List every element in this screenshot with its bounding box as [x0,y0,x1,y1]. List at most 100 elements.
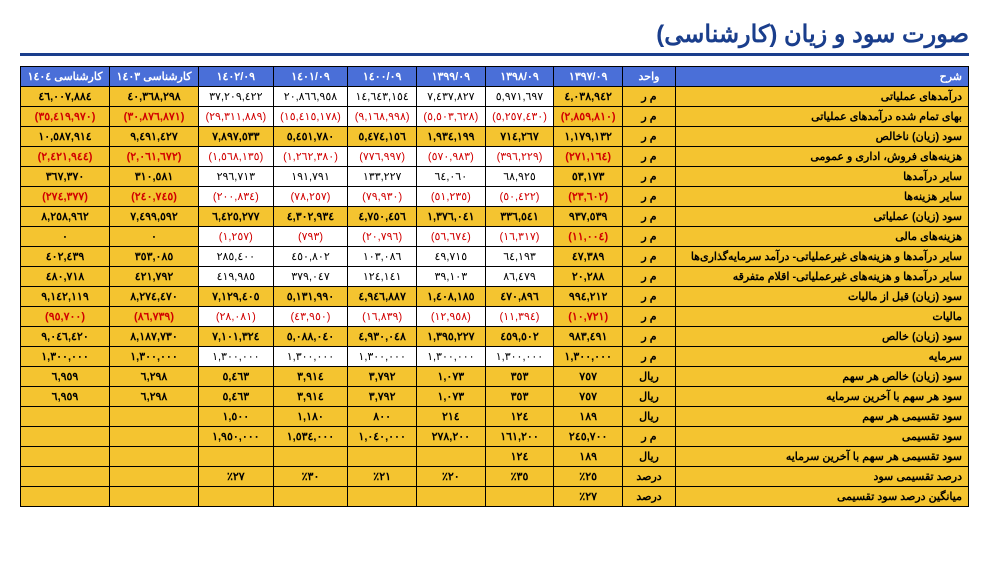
cell-value: ٥,٤٦٣ [199,387,274,407]
row-unit: م ر [623,347,676,367]
cell-value [21,447,110,467]
cell-value: ٧٥٧ [554,387,623,407]
cell-value: (٧٧٦,٩٩٧) [348,147,417,167]
cell-value: ٨,٢٧٤,٤٧٠ [110,287,199,307]
cell-value: (٥٧٠,٩٨٣) [416,147,485,167]
table-row: درصد تقسیمی سوددرصد٢٥٪٣٥٪٢٠٪٢١٪٣٠٪٢٧٪ [21,467,969,487]
row-label: سود (زیان) ناخالص [676,127,969,147]
cell-value: (٩٥,٧٠٠) [21,307,110,327]
cell-value: (٤٣,٩٥٠) [273,307,348,327]
cell-value: ٣,٩١٤ [273,367,348,387]
cell-value [110,427,199,447]
cell-value: ٦,٢٩٨ [110,387,199,407]
cell-value: ٢٧٪ [199,467,274,487]
col-header: شرح [676,67,969,87]
cell-value: ١,٥٠٠ [199,407,274,427]
table-row: بهای تمام شده درآمدهای عملیاتیم ر(٢,٨٥٩,… [21,107,969,127]
cell-value: ٥,٤٥١,٧٨٠ [273,127,348,147]
cell-value: ١٢٤ [485,407,554,427]
cell-value: (٣٠,٨٧٦,٨٧١) [110,107,199,127]
cell-value: (٣٥,٤١٩,٩٧٠) [21,107,110,127]
cell-value: ٤٨٠,٧١٨ [21,267,110,287]
income-statement-table: شرحواحد١٣٩٧/٠٩١٣٩٨/٠٩١٣٩٩/٠٩١٤٠٠/٠٩١٤٠١/… [20,66,969,507]
row-unit: م ر [623,107,676,127]
cell-value [21,407,110,427]
cell-value: (١٠,٧٢١) [554,307,623,327]
cell-value: ٣٦٧,٣٧٠ [21,167,110,187]
cell-value: ٤٧,٣٨٩ [554,247,623,267]
cell-value: ٢٩٦,٧١٣ [199,167,274,187]
cell-value: ١,٣٠٠,٠٠٠ [21,347,110,367]
cell-value: ٨٠٠ [348,407,417,427]
row-label: سایر درآمدها و هزینه‌های غیرعملیاتی- درآ… [676,247,969,267]
row-unit: م ر [623,87,676,107]
cell-value [485,487,554,507]
cell-value: ٧,١٠١,٣٢٤ [199,327,274,347]
cell-value [110,407,199,427]
cell-value: ٥,٤٦٣ [199,367,274,387]
cell-value: ١,٣٠٠,٠٠٠ [348,347,417,367]
cell-value: (٥٠,٤٢٢) [485,187,554,207]
cell-value: ١,١٧٩,١٣٢ [554,127,623,147]
cell-value [273,487,348,507]
cell-value: ٤,٩٤٦,٨٨٧ [348,287,417,307]
cell-value: ٣٥٪ [485,467,554,487]
cell-value: (٨٦,٧٣٩) [110,307,199,327]
cell-value: ١٨٩ [554,447,623,467]
row-unit: م ر [623,247,676,267]
cell-value: (٢٠,٧٩٦) [348,227,417,247]
cell-value [416,447,485,467]
table-row: سود (زیان) قبل از مالیاتم ر٩٩٤,٢١٢٤٧٠,٨٩… [21,287,969,307]
row-unit: م ر [623,187,676,207]
row-unit: م ر [623,147,676,167]
cell-value: ٢٧٨,٢٠٠ [416,427,485,447]
cell-value [110,467,199,487]
row-label: سرمایه [676,347,969,367]
row-label: سایر درآمدها [676,167,969,187]
cell-value: ٢٠٪ [416,467,485,487]
cell-value: ٦٤,١٩٣ [485,247,554,267]
cell-value: ١,٠٤٠,٠٠٠ [348,427,417,447]
row-unit: ریال [623,387,676,407]
cell-value: ٢٠,٢٨٨ [554,267,623,287]
cell-value: ١,٠٧٣ [416,387,485,407]
cell-value: ٤٦,٠٠٧,٨٨٤ [21,87,110,107]
col-header: ١٤٠٢/٠٩ [199,67,274,87]
table-row: سایر درآمدها و هزینه‌های غیرعملیاتی- اقل… [21,267,969,287]
cell-value [199,447,274,467]
table-row: سود تقسیمی هر سهمریال١٨٩١٢٤٢١٤٨٠٠١,١٨٠١,… [21,407,969,427]
cell-value: ٤,٧٥٠,٤٥٦ [348,207,417,227]
cell-value: (٢,٠٦١,٦٧٢) [110,147,199,167]
cell-value: ١٠,٥٨٧,٩١٤ [21,127,110,147]
cell-value: ٦,٤٢٥,٢٧٧ [199,207,274,227]
cell-value [21,427,110,447]
cell-value: ١٠٣,٠٨٦ [348,247,417,267]
col-header: کارشناسی ١٤٠٤ [21,67,110,87]
cell-value [199,487,274,507]
row-label: سود هر سهم با آخرین سرمایه [676,387,969,407]
cell-value: ١,٤٠٨,١٨٥ [416,287,485,307]
cell-value: ٠ [110,227,199,247]
cell-value: ٦,٩٥٩ [21,367,110,387]
cell-value: ٨٦,٤٧٩ [485,267,554,287]
row-unit: درصد [623,467,676,487]
cell-value [110,447,199,467]
table-row: سود (زیان) خالص هر سهمریال٧٥٧٣٥٣١,٠٧٣٣,٧… [21,367,969,387]
cell-value: ٦,٩٥٩ [21,387,110,407]
cell-value: (١٥,٤١٥,١٧٨) [273,107,348,127]
cell-value: (٥,٢٥٧,٤٣٠) [485,107,554,127]
cell-value: ٣٧٩,٠٤٧ [273,267,348,287]
cell-value: ١,٩٣٤,١٩٩ [416,127,485,147]
cell-value: ٣,٧٩٢ [348,367,417,387]
cell-value: ١,٣٠٠,٠٠٠ [485,347,554,367]
cell-value: ٣٣٦,٥٤١ [485,207,554,227]
row-unit: ریال [623,407,676,427]
cell-value: (٢٨,٠٨١) [199,307,274,327]
cell-value [21,467,110,487]
cell-value: ١,٥٣٤,٠٠٠ [273,427,348,447]
cell-value: ٤٥٠,٨٠٢ [273,247,348,267]
col-header: ١٤٠٠/٠٩ [348,67,417,87]
row-label: سود (زیان) قبل از مالیات [676,287,969,307]
cell-value: (٥١,٢٣٥) [416,187,485,207]
row-label: سود تقسیمی هر سهم با آخرین سرمایه [676,447,969,467]
